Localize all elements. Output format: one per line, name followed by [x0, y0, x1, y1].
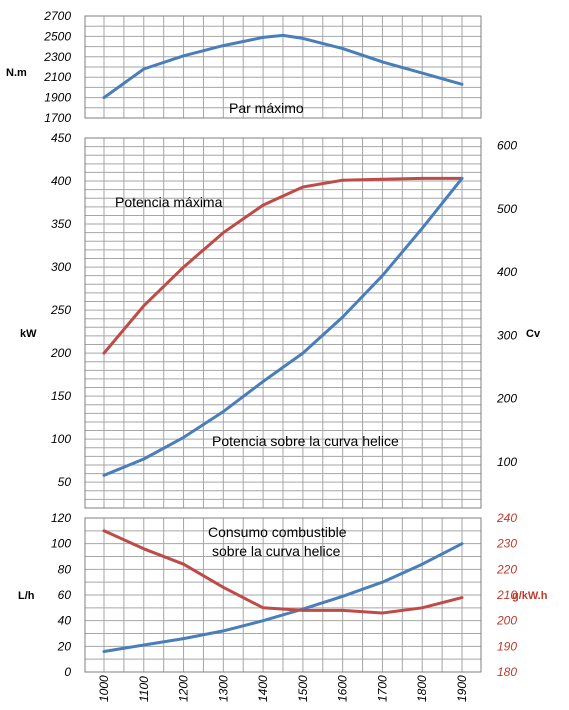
label-layer: N.m kW Cv L/h g/kW.h Par máximo Potencia…	[6, 67, 548, 602]
power-y-axis-label: kW	[20, 328, 37, 340]
consumption-y2-tick-label: 190	[497, 639, 517, 653]
torque-y-tick-label: 2700	[43, 9, 71, 23]
max-power-line	[102, 176, 464, 355]
x-tick-label: 1400	[256, 675, 270, 702]
x-tick-label: 1500	[296, 675, 310, 702]
power-y-tick-label: 50	[58, 475, 72, 489]
power-y-tick-label: 300	[51, 260, 71, 274]
x-tick-label: 1000	[97, 675, 111, 702]
power-y-tick-label: 150	[51, 389, 71, 403]
x-tick-label: 1900	[455, 675, 469, 702]
consumption-y-tick-label: 100	[51, 537, 71, 551]
series-layer	[102, 33, 464, 653]
frame-layer	[84, 15, 482, 673]
consumption-plot-frame	[84, 517, 482, 673]
power-y-tick-label: 400	[51, 174, 71, 188]
specific-consumption-line	[102, 529, 464, 615]
torque-line	[102, 33, 464, 100]
power-y2-tick-label: 500	[497, 202, 517, 216]
consumption-y-tick-label: 120	[51, 511, 71, 525]
x-tick-label: 1600	[336, 675, 350, 702]
power-y2-tick-label: 100	[497, 455, 517, 469]
power-y2-tick-label: 300	[497, 328, 517, 342]
consumption-annotation-line1: Consumo combustible	[208, 524, 347, 540]
consumption-y2-tick-label: 180	[497, 665, 517, 679]
torque-y-tick-label: 1900	[44, 91, 71, 105]
tick-layer: 2700250023002100190017004504003503002502…	[43, 9, 517, 702]
power-y-tick-label: 200	[50, 346, 71, 360]
consumption-y2-tick-label: 220	[496, 562, 517, 576]
torque-y-tick-label: 2500	[43, 29, 71, 43]
consumption-y2-tick-label: 230	[496, 537, 517, 551]
power-y2-tick-label: 400	[497, 265, 517, 279]
power-y-tick-label: 100	[51, 432, 71, 446]
consumption-y2-axis-label: g/kW.h	[512, 590, 548, 602]
power-y2-tick-label: 200	[496, 392, 517, 406]
power-y2-tick-label: 600	[497, 138, 517, 152]
max-power-annotation: Potencia máxima	[115, 194, 223, 210]
x-tick-label: 1100	[137, 676, 151, 702]
torque-annotation: Par máximo	[229, 100, 304, 116]
consumption-y2-tick-label: 240	[496, 511, 517, 525]
consumption-y-tick-label: 20	[57, 639, 72, 653]
consumption-y-tick-label: 60	[58, 588, 72, 602]
power-y-tick-label: 450	[51, 131, 71, 145]
x-tick-label: 1200	[177, 675, 191, 702]
power-plot-frame	[84, 137, 482, 509]
torque-y-tick-label: 2100	[43, 70, 71, 84]
x-tick-label: 1800	[415, 675, 429, 702]
torque-y-tick-label: 2300	[43, 50, 71, 64]
x-tick-label: 1700	[375, 675, 389, 702]
consumption-y2-tick-label: 200	[496, 614, 517, 628]
consumption-y-tick-label: 0	[64, 665, 71, 679]
consumption-annotation-line2: sobre la curva helice	[212, 543, 341, 559]
power-y2-axis-label: Cv	[526, 328, 541, 340]
consumption-y-tick-label: 80	[58, 562, 72, 576]
torque-y-tick-label: 1700	[44, 111, 71, 125]
x-tick-label: 1300	[216, 675, 230, 702]
propeller-power-line	[102, 176, 464, 477]
torque-y-axis-label: N.m	[6, 67, 27, 79]
consumption-y-axis-label: L/h	[18, 590, 35, 602]
propeller-power-annotation: Potencia sobre la curva helice	[212, 433, 399, 449]
power-y-tick-label: 350	[51, 217, 71, 231]
fuel-consumption-lh-line	[102, 542, 464, 653]
power-y-tick-label: 250	[50, 303, 71, 317]
grid-layer	[85, 16, 481, 672]
consumption-y2-tick-label: 210	[496, 588, 517, 602]
consumption-y-tick-label: 40	[58, 614, 72, 628]
torque-plot-frame	[84, 15, 482, 119]
